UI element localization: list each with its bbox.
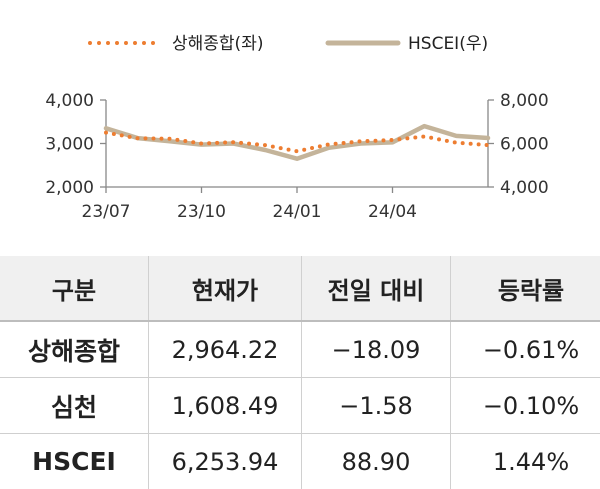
left-tick-label: 4,000 xyxy=(45,91,94,111)
change-cell: 88.90 xyxy=(302,434,451,489)
change-rate-cell: −0.61% xyxy=(451,321,600,378)
x-tick-label: 24/01 xyxy=(273,202,322,222)
chart-area: 상해종합(좌) HSCEI(우) 4,000 3,000 2,000 8,000 6,000… xyxy=(0,0,600,256)
change-rate-cell: 1.44% xyxy=(451,434,600,489)
change-cell: −18.09 xyxy=(302,321,451,378)
market-index-table: 구분 현재가 전일 대비 등락률 상해종합 2,964.22 −18.09 −0… xyxy=(0,256,600,489)
x-tick-label: 24/04 xyxy=(368,202,417,222)
legend-label-shanghai: 상해종합(좌) xyxy=(172,34,263,54)
legend-label-hscei: HSCEI(우) xyxy=(408,34,488,54)
right-tick-label: 4,000 xyxy=(500,178,549,198)
current-price-cell: 1,608.49 xyxy=(149,378,302,434)
row-label: 상해종합 xyxy=(0,321,149,378)
header-change: 전일 대비 xyxy=(302,256,451,321)
current-price-cell: 6,253.94 xyxy=(149,434,302,489)
table-row: HSCEI 6,253.94 88.90 1.44% xyxy=(0,434,600,489)
change-cell: −1.58 xyxy=(302,378,451,434)
series-line-hscei xyxy=(106,126,488,159)
change-rate-cell: −0.10% xyxy=(451,378,600,434)
x-tick-label: 23/10 xyxy=(177,202,226,222)
table-header-row: 구분 현재가 전일 대비 등락률 xyxy=(0,256,600,321)
header-category: 구분 xyxy=(0,256,149,321)
left-tick-label: 3,000 xyxy=(45,135,94,155)
row-label: HSCEI xyxy=(0,434,149,489)
header-current-price: 현재가 xyxy=(149,256,302,321)
table-row: 상해종합 2,964.22 −18.09 −0.61% xyxy=(0,321,600,378)
header-change-rate: 등락률 xyxy=(451,256,600,321)
current-price-cell: 2,964.22 xyxy=(149,321,302,378)
right-tick-label: 6,000 xyxy=(500,135,549,155)
right-tick-label: 8,000 xyxy=(500,91,549,111)
x-tick-label: 23/07 xyxy=(82,202,131,222)
table-row: 심천 1,608.49 −1.58 −0.10% xyxy=(0,378,600,434)
dual-axis-line-chart: 상해종합(좌) HSCEI(우) 4,000 3,000 2,000 8,000 6,000… xyxy=(0,0,600,256)
row-label: 심천 xyxy=(0,378,149,434)
left-tick-label: 2,000 xyxy=(45,178,94,198)
